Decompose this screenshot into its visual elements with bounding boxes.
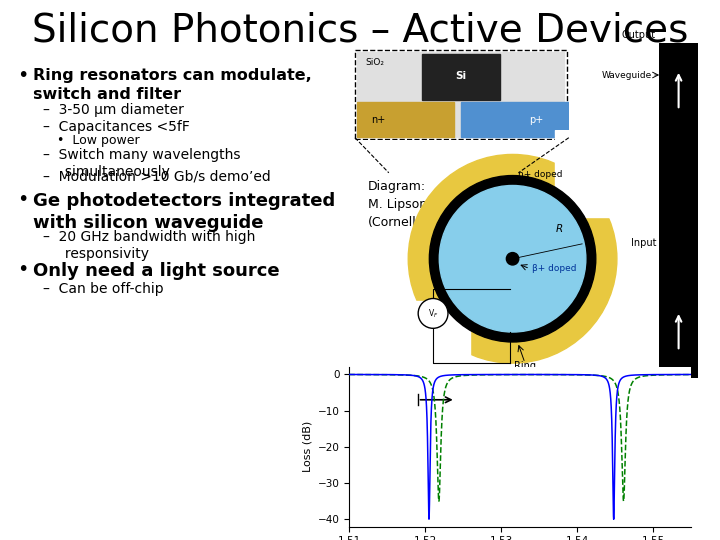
Bar xyxy=(383,301,470,388)
Text: Ge photodetectors integrated
with silicon waveguide: Ge photodetectors integrated with silico… xyxy=(33,192,336,232)
Text: Silicon Photonics – Active Devices: Silicon Photonics – Active Devices xyxy=(32,12,688,50)
Text: •: • xyxy=(17,66,28,85)
Text: Ring: Ring xyxy=(514,361,536,370)
Text: –  Capacitances <5fF: – Capacitances <5fF xyxy=(43,120,190,134)
Text: Si: Si xyxy=(455,71,467,81)
Circle shape xyxy=(418,299,448,328)
Text: n+ doped: n+ doped xyxy=(518,170,562,179)
Text: •: • xyxy=(17,190,28,209)
Text: –  3-50 μm diameter: – 3-50 μm diameter xyxy=(43,103,184,117)
Text: Output: Output xyxy=(622,30,656,40)
Circle shape xyxy=(506,253,519,265)
Text: R: R xyxy=(556,224,563,234)
Text: –  Switch many wavelengths
     simultaneously: – Switch many wavelengths simultaneously xyxy=(43,148,240,179)
Text: V$_F$: V$_F$ xyxy=(428,307,438,320)
Text: –  Modulation >10 Gb/s demo’ed: – Modulation >10 Gb/s demo’ed xyxy=(43,169,271,183)
Text: SiO₂: SiO₂ xyxy=(366,58,384,67)
Text: n+: n+ xyxy=(372,115,386,125)
Text: –  Can be off-chip: – Can be off-chip xyxy=(43,282,163,296)
Text: •: • xyxy=(17,260,28,279)
Bar xyxy=(422,54,500,100)
Bar xyxy=(555,130,642,217)
Y-axis label: Loss (dB): Loss (dB) xyxy=(302,421,312,472)
Text: p+: p+ xyxy=(529,115,544,125)
Text: –  20 GHz bandwidth with high
     responsivity: – 20 GHz bandwidth with high responsivit… xyxy=(43,230,256,261)
Text: •  Low power: • Low power xyxy=(57,134,140,147)
Circle shape xyxy=(429,176,595,342)
Bar xyxy=(461,102,569,137)
Text: Only need a light source: Only need a light source xyxy=(33,262,279,280)
Text: Diagram:
M. Lipson
(Cornell): Diagram: M. Lipson (Cornell) xyxy=(368,180,427,229)
Text: Waveguide: Waveguide xyxy=(602,71,652,79)
Text: Ring resonators can modulate,
switch and filter: Ring resonators can modulate, switch and… xyxy=(33,68,312,102)
Circle shape xyxy=(439,186,586,332)
Bar xyxy=(357,102,454,137)
Text: β+ doped: β+ doped xyxy=(532,264,577,273)
Text: Input: Input xyxy=(631,238,656,248)
Circle shape xyxy=(408,154,617,363)
